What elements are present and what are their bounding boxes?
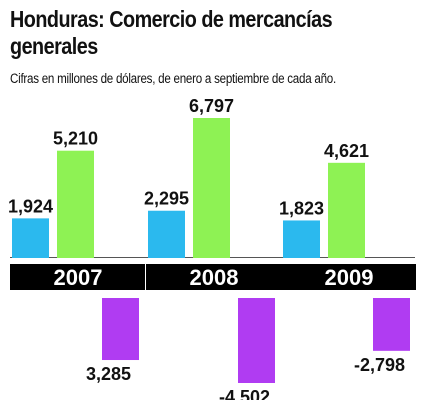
bar-2008-series-1: [148, 210, 185, 258]
bar-2009-series-1: [283, 220, 320, 258]
bar-2008-series-2: [193, 118, 230, 258]
year-label-2008: 2008: [190, 265, 239, 290]
bar-2008-series-3: [238, 298, 275, 383]
year-band-2007: [10, 264, 145, 290]
value-label-2009-series-2: 4,621: [324, 141, 369, 161]
year-label-2007: 2007: [54, 265, 103, 290]
bar-2007-series-2: [57, 150, 94, 258]
chart-title: Honduras: Comercio de mercancías general…: [10, 6, 333, 59]
value-label-2007-series-3: 3,285: [86, 364, 131, 384]
value-label-2008-series-1: 2,295: [144, 189, 189, 209]
value-label-2007-series-2: 5,210: [53, 129, 98, 149]
value-label-2008-series-3: -4,502: [219, 387, 270, 400]
chart-subtitle: Cifras en millones de dólares, de enero …: [10, 71, 336, 86]
value-label-2009-series-1: 1,823: [279, 198, 324, 218]
year-band-2009: [281, 264, 416, 290]
bar-2009-series-2: [328, 162, 365, 258]
bar-2007-series-1: [12, 218, 49, 258]
year-band-2008: [146, 264, 281, 290]
value-label-2008-series-2: 6,797: [189, 96, 234, 116]
year-label-2009: 2009: [325, 265, 374, 290]
value-label-2009-series-3: -2,798: [354, 355, 405, 375]
bar-2009-series-3: [373, 298, 410, 351]
value-label-2007-series-1: 1,924: [8, 196, 53, 216]
bar-2007-series-3: [102, 298, 139, 361]
